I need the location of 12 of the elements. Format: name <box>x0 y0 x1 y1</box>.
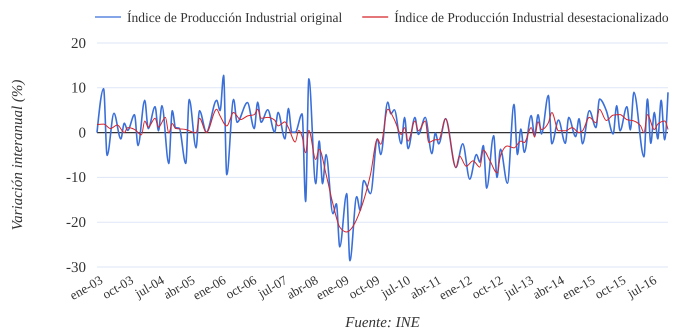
line-series <box>96 74 669 262</box>
legend-label: Índice de Producción Industrial desestacionalizado <box>394 10 669 25</box>
y-tick-label: -20 <box>66 215 86 231</box>
y-tick-label: 0 <box>78 125 86 142</box>
y-tick-label: -30 <box>66 260 86 276</box>
line-series <box>96 108 668 233</box>
legend-label: Índice de Producción Industrial original <box>127 10 342 25</box>
source-note: Fuente: INE <box>344 315 420 331</box>
y-tick-label: 10 <box>71 80 86 97</box>
y-tick-label: -10 <box>66 170 86 186</box>
y-axis-title: Variación interanual (%) <box>10 80 26 230</box>
y-tick-label: 20 <box>71 36 86 52</box>
